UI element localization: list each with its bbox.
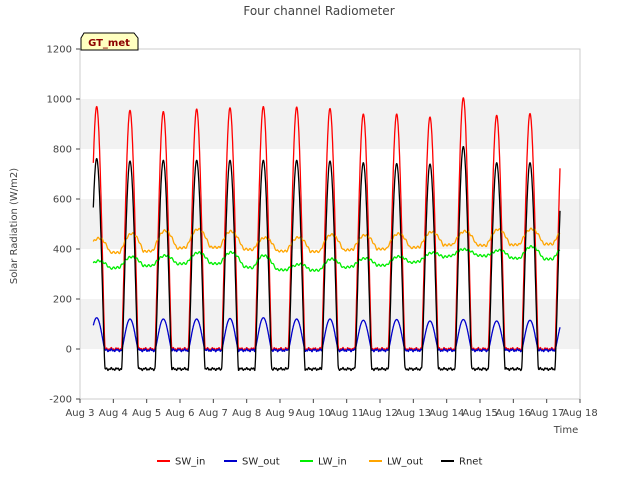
y-tick-label: 0 (66, 345, 72, 356)
x-tick-label: Aug 5 (132, 408, 161, 419)
series-line-rnet (92, 145, 561, 372)
plot-bands (80, 49, 580, 399)
y-tick-label: 200 (53, 295, 72, 306)
legend-item-sw_in: SW_in (157, 457, 205, 468)
x-tick-label: Aug 11 (329, 408, 364, 419)
x-tick-label: Aug 10 (296, 408, 331, 419)
legend-label: SW_out (242, 457, 280, 468)
grid-band (80, 349, 580, 399)
legend: SW_in SW_out LW_in LW_out Rnet (157, 457, 482, 468)
y-tick-label: 1000 (47, 95, 72, 106)
y-tick-label: -200 (49, 395, 72, 406)
site-badge-label: GT_met (88, 38, 130, 49)
series-line-lw_out (92, 227, 561, 255)
legend-label: Rnet (459, 457, 482, 468)
x-tick-label: Aug 9 (265, 408, 294, 419)
legend-item-lw_out: LW_out (369, 457, 423, 468)
legend-item-lw_in: LW_in (300, 457, 347, 468)
series-lines (92, 97, 561, 372)
site-badge: GT_met (80, 32, 139, 51)
x-tick-label: Aug 14 (429, 408, 464, 419)
x-tick-label: Aug 17 (529, 408, 564, 419)
y-axis-ticks: -200 0 200 400 600 800 1000 1200 (47, 45, 80, 406)
x-tick-label: Aug 18 (562, 408, 597, 419)
legend-item-sw_out: SW_out (224, 457, 280, 468)
y-tick-label: 1200 (47, 45, 72, 56)
x-tick-label: Aug 7 (199, 408, 228, 419)
x-tick-label: Aug 12 (362, 408, 397, 419)
x-axis-title: Time (553, 425, 578, 436)
grid-band (80, 49, 580, 99)
series-line-lw_in (92, 244, 561, 272)
y-axis-title: Solar Radiation (W/m2) (9, 168, 20, 284)
x-tick-label: Aug 3 (65, 408, 94, 419)
legend-label: SW_in (175, 457, 205, 468)
x-tick-label: Aug 6 (165, 408, 194, 419)
grid-band (80, 149, 580, 199)
grid-band (80, 199, 580, 249)
y-tick-label: 800 (53, 145, 72, 156)
x-tick-label: Aug 4 (99, 408, 128, 419)
x-tick-label: Aug 13 (396, 408, 431, 419)
site-badge-box (80, 32, 139, 51)
chart-title: Four channel Radiometer (243, 4, 394, 18)
legend-label: LW_out (387, 457, 423, 468)
grid-band (80, 249, 580, 299)
legend-label: LW_in (318, 457, 347, 468)
y-tick-label: 400 (53, 245, 72, 256)
x-tick-label: Aug 16 (496, 408, 531, 419)
grid-band (80, 299, 580, 349)
x-axis-ticks: Aug 3 Aug 4 Aug 5 Aug 6 Aug 7 Aug 8 Aug 9 Aug 1… (65, 399, 598, 419)
x-tick-label: Aug 15 (462, 408, 497, 419)
legend-item-rnet: Rnet (441, 457, 482, 468)
grid-band (80, 99, 580, 149)
plot-frame (79, 48, 581, 400)
y-tick-label: 600 (53, 195, 72, 206)
x-tick-label: Aug 8 (232, 408, 261, 419)
